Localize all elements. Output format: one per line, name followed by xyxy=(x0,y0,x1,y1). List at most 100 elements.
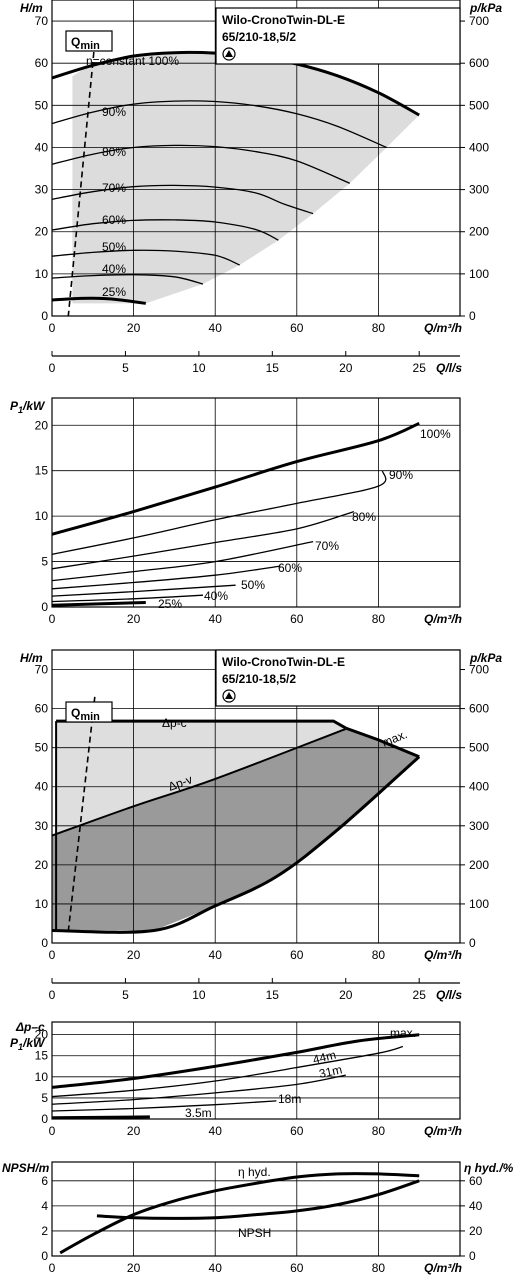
curve-80- xyxy=(51,144,351,184)
curve-dp-c xyxy=(56,719,347,730)
y-tick-label: 40 xyxy=(35,140,49,154)
curve-npsh xyxy=(96,1179,420,1220)
power-curve-label: 60% xyxy=(278,561,302,575)
y2-tick-label: 100 xyxy=(469,897,489,911)
plot-frame xyxy=(51,397,461,608)
y-tick-label: 4 xyxy=(41,1199,48,1213)
y-tick-label: 30 xyxy=(35,819,49,833)
dp-c-label: Δp-c xyxy=(162,716,187,730)
x-axis-label: Q/m³/h xyxy=(424,1124,462,1138)
power-curve-label: 50% xyxy=(241,578,265,592)
x-tick-label: 20 xyxy=(127,948,141,962)
x-tick-label: 20 xyxy=(127,612,141,626)
x-tick-label: 80 xyxy=(372,948,386,962)
y2-tick-label: 20 xyxy=(469,1224,483,1238)
curve-60- xyxy=(51,219,279,241)
x-axis-label: Q/m³/h xyxy=(424,321,462,335)
y-tick-label: 50 xyxy=(35,741,49,755)
curve-40- xyxy=(51,274,204,285)
dpv-region xyxy=(52,728,420,931)
curve-dp-v xyxy=(51,727,347,837)
y-tick-label: 15 xyxy=(35,464,49,478)
y-tick-label: 20 xyxy=(35,1028,49,1042)
y-tick-label: 60 xyxy=(35,702,49,716)
x-tick-label: 60 xyxy=(290,321,304,335)
power-curve-25- xyxy=(51,601,146,607)
y2-tick-label: 100 xyxy=(469,267,489,281)
y-axis-label: P1/kW xyxy=(10,399,46,415)
y-tick-label: 50 xyxy=(35,98,49,112)
x-tick-label: 60 xyxy=(290,1124,304,1138)
pump-symbol-arrow-icon xyxy=(225,692,233,699)
y-tick-label: 20 xyxy=(35,418,49,432)
y2-tick-label: 700 xyxy=(469,663,489,677)
power-curve-label: 70% xyxy=(315,539,339,553)
y-tick-label: 70 xyxy=(35,14,49,28)
y-tick-label: 15 xyxy=(35,1049,49,1063)
pump-symbol-arrow-icon xyxy=(225,50,233,57)
x-tick-label: 0 xyxy=(49,1124,56,1138)
x-tick-label: 80 xyxy=(372,1124,386,1138)
dpc-power-curve-18m xyxy=(51,1100,277,1112)
curve-70- xyxy=(51,184,314,215)
y2-tick-label: 600 xyxy=(469,702,489,716)
ls-tick-label: 20 xyxy=(339,361,353,375)
y2-tick-label: 200 xyxy=(469,225,489,239)
curve-eta-hyd xyxy=(59,1172,420,1255)
y2-tick-label: 700 xyxy=(469,14,489,28)
y-tick-label: 0 xyxy=(41,600,48,614)
plot-frame xyxy=(51,0,461,317)
x-tick-label: 60 xyxy=(290,948,304,962)
y2-tick-label: 500 xyxy=(469,741,489,755)
dpc-power-label: 44m xyxy=(311,1048,337,1067)
power-curve-60- xyxy=(51,565,281,590)
curve-25- xyxy=(51,296,147,305)
y-tick-label: 10 xyxy=(35,267,49,281)
operating-envelope xyxy=(72,52,420,304)
pump-model: 65/210-18,5/2 xyxy=(222,672,296,686)
y-tick-label: 0 xyxy=(41,936,48,950)
plot-frame xyxy=(51,1021,461,1120)
ls-tick-label: 0 xyxy=(49,361,56,375)
power-curve-label: 80% xyxy=(352,510,376,524)
ls-tick-label: 25 xyxy=(413,361,427,375)
y2-tick-label: 300 xyxy=(469,819,489,833)
x-tick-label: 0 xyxy=(49,612,56,626)
x-tick-label: 60 xyxy=(290,1261,304,1275)
y-tick-label: 60 xyxy=(35,56,49,70)
y2-tick-label: 200 xyxy=(469,858,489,872)
curve-90- xyxy=(51,100,387,149)
x-axis-label: Q/m³/h xyxy=(424,948,462,962)
x-tick-label: 20 xyxy=(127,1261,141,1275)
y2-tick-label: 400 xyxy=(469,140,489,154)
npsh-label: NPSH xyxy=(238,1226,271,1240)
y-tick-label: 0 xyxy=(41,309,48,323)
y2-tick-label: 300 xyxy=(469,183,489,197)
dpc-power-curve-31m xyxy=(51,1074,346,1105)
curve-label: 80% xyxy=(102,145,126,159)
ls-tick-label: 25 xyxy=(413,988,427,1002)
curve-min xyxy=(51,755,421,934)
y-tick-label: 10 xyxy=(35,897,49,911)
power-curve-50- xyxy=(51,584,236,597)
plot-frame xyxy=(51,1161,461,1257)
qmin-box xyxy=(65,30,113,52)
x-tick-label: 40 xyxy=(209,612,223,626)
y-tick-label: 40 xyxy=(35,780,49,794)
ls-tick-label: 20 xyxy=(339,988,353,1002)
y2-tick-label: 600 xyxy=(469,56,489,70)
qmin-box xyxy=(65,701,113,723)
x-tick-label: 0 xyxy=(49,1261,56,1275)
y2-tick-label: 400 xyxy=(469,780,489,794)
y-axis-label: P1/kW xyxy=(10,1036,46,1052)
curve-label: 60% xyxy=(102,213,126,227)
y-tick-label: 30 xyxy=(35,183,49,197)
ls-tick-label: 5 xyxy=(122,361,129,375)
eta-hyd-label: η hyd. xyxy=(238,1165,271,1179)
power-curve-label: 100% xyxy=(420,427,451,441)
power-curve-label: 40% xyxy=(204,589,228,603)
curve-label: 40% xyxy=(102,262,126,276)
y-tick-label: 70 xyxy=(35,663,49,677)
y-tick-label: 10 xyxy=(35,509,49,523)
ls-tick-label: 10 xyxy=(192,361,206,375)
